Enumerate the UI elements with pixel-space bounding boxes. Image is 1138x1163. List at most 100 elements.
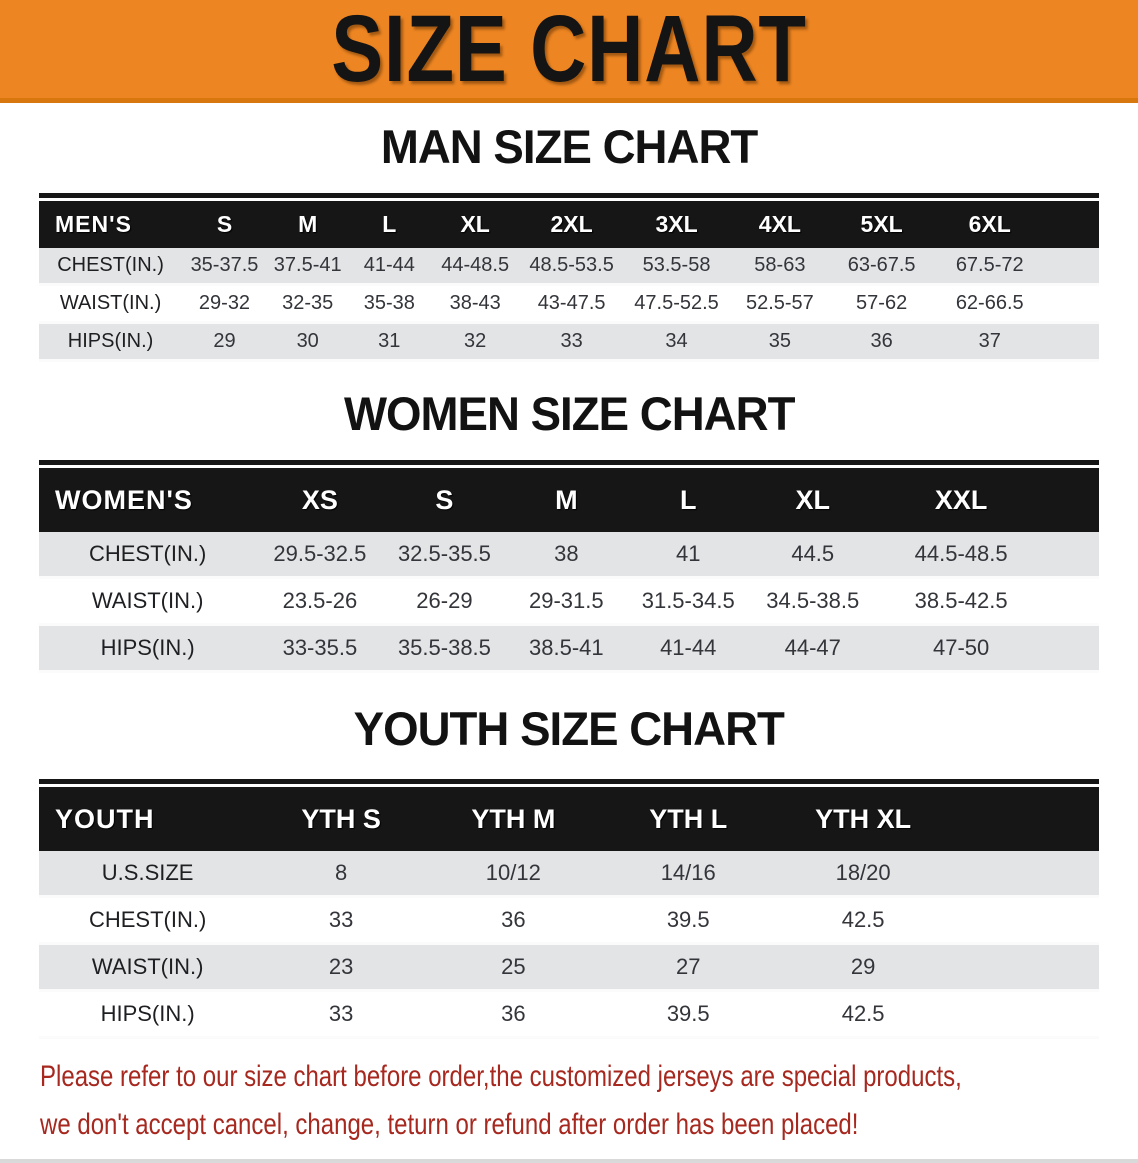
size-value-cell: 47-50 (876, 624, 1046, 673)
row-label: U.S.SIZE (39, 851, 257, 898)
size-column-header: 3XL (623, 201, 731, 248)
size-value-cell: 48.5-53.5 (520, 248, 624, 286)
size-column-header: 5XL (829, 201, 934, 248)
size-column-header: M (266, 201, 349, 248)
women-table-slot: WOMEN'S XS S M L XL XXL CHEST(IN.) 29.5-32.5 32.5… (0, 468, 1138, 673)
size-value-cell: 44.5-48.5 (876, 532, 1046, 579)
women-table-header-row: WOMEN'S XS S M L XL XXL (39, 468, 1099, 532)
row-label: WAIST(IN.) (39, 284, 183, 324)
size-value-cell: 35 (730, 322, 830, 362)
row-filler-cell (950, 943, 1099, 992)
size-value-cell: 38-43 (430, 284, 521, 324)
size-value-cell: 8 (256, 851, 426, 898)
size-value-cell: 43-47.5 (520, 284, 624, 324)
table-row: WAIST(IN.) 29-32 32-35 35-38 38-43 43-47.5 47.… (39, 284, 1099, 324)
size-value-cell: 34.5-38.5 (749, 577, 877, 626)
bottom-edge-rule (0, 1159, 1138, 1163)
women-table-top-rule (39, 460, 1099, 465)
men-table-header-row: MEN'S S M L XL 2XL 3XL 4XL 5XL 6XL (39, 201, 1099, 248)
size-value-cell: 42.5 (775, 990, 951, 1039)
row-filler-cell (1045, 624, 1099, 673)
size-value-cell: 53.5-58 (623, 248, 731, 286)
youth-section-title: YOUTH SIZE CHART (353, 702, 785, 755)
size-column-header: 6XL (933, 201, 1046, 248)
size-value-cell: 29-32 (182, 284, 267, 324)
table-row: HIPS(IN.) 33-35.5 35.5-38.5 38.5-41 41-44 44-… (39, 624, 1099, 673)
header-filler-cell (1045, 468, 1099, 532)
size-value-cell: 29.5-32.5 (256, 532, 384, 579)
table-row: WAIST(IN.) 23 25 27 29 (39, 943, 1099, 992)
size-value-cell: 33 (256, 896, 426, 945)
size-value-cell: 31.5-34.5 (627, 577, 750, 626)
size-column-header: YTH L (600, 787, 776, 851)
men-table-header-label: MEN'S (39, 201, 183, 248)
size-value-cell: 32-35 (266, 284, 349, 324)
size-chart-banner: SIZE CHART (0, 0, 1138, 103)
row-label: CHEST(IN.) (39, 896, 257, 945)
size-column-header: XL (749, 468, 877, 532)
size-value-cell: 57-62 (829, 284, 934, 324)
men-section-title: MAN SIZE CHART (380, 120, 758, 173)
size-value-cell: 41 (627, 532, 750, 579)
size-value-cell: 26-29 (383, 577, 506, 626)
size-value-cell: 29 (775, 943, 951, 992)
row-filler-cell (1045, 284, 1099, 324)
row-filler-cell (1045, 322, 1099, 362)
size-value-cell: 62-66.5 (933, 284, 1046, 324)
row-label: HIPS(IN.) (39, 624, 257, 673)
size-value-cell: 23 (256, 943, 426, 992)
size-value-cell: 44-47 (749, 624, 877, 673)
size-value-cell: 41-44 (348, 248, 431, 286)
size-value-cell: 47.5-52.5 (623, 284, 731, 324)
size-column-header: XL (430, 201, 521, 248)
size-value-cell: 29 (182, 322, 267, 362)
row-filler-cell (1045, 577, 1099, 626)
size-value-cell: 39.5 (600, 990, 776, 1039)
size-value-cell: 33-35.5 (256, 624, 384, 673)
row-label: CHEST(IN.) (39, 248, 183, 286)
size-value-cell: 67.5-72 (933, 248, 1046, 286)
size-column-header: S (383, 468, 506, 532)
size-column-header: S (182, 201, 267, 248)
size-value-cell: 36 (829, 322, 934, 362)
men-table-top-rule (39, 193, 1099, 198)
men-table-slot: MEN'S S M L XL 2XL 3XL 4XL 5XL 6XL CHEST(IN.) 35-37… (0, 201, 1138, 362)
size-value-cell: 31 (348, 322, 431, 362)
women-table-header-label: WOMEN'S (39, 468, 257, 532)
size-value-cell: 33 (256, 990, 426, 1039)
row-filler-cell (950, 896, 1099, 945)
size-value-cell: 18/20 (775, 851, 951, 898)
size-value-cell: 36 (425, 990, 601, 1039)
size-value-cell: 41-44 (627, 624, 750, 673)
table-row: CHEST(IN.) 29.5-32.5 32.5-35.5 38 41 44.5 44.5… (39, 532, 1099, 579)
size-value-cell: 38.5-41 (505, 624, 628, 673)
size-value-cell: 63-67.5 (829, 248, 934, 286)
size-column-header: XS (256, 468, 384, 532)
women-section-title: WOMEN SIZE CHART (343, 387, 795, 440)
row-label: HIPS(IN.) (39, 990, 257, 1039)
size-value-cell: 44-48.5 (430, 248, 521, 286)
size-column-header: L (348, 201, 431, 248)
youth-table-top-rule (39, 779, 1099, 784)
table-row: WAIST(IN.) 23.5-26 26-29 29-31.5 31.5-34.5 34… (39, 577, 1099, 626)
row-filler-cell (1045, 248, 1099, 286)
size-column-header: L (627, 468, 750, 532)
size-column-header: 4XL (730, 201, 830, 248)
row-label: HIPS(IN.) (39, 322, 183, 362)
table-row: CHEST(IN.) 35-37.5 37.5-41 41-44 44-48.5 48.5… (39, 248, 1099, 286)
size-value-cell: 30 (266, 322, 349, 362)
table-row: HIPS(IN.) 33 36 39.5 42.5 (39, 990, 1099, 1039)
size-value-cell: 38 (505, 532, 628, 579)
size-value-cell: 36 (425, 896, 601, 945)
header-filler-cell (950, 787, 1099, 851)
women-size-table: WOMEN'S XS S M L XL XXL CHEST(IN.) 29.5-32.5 32.5… (39, 468, 1099, 673)
size-value-cell: 35-38 (348, 284, 431, 324)
youth-table-header-row: YOUTH YTH S YTH M YTH L YTH XL (39, 787, 1099, 851)
row-filler-cell (1045, 532, 1099, 579)
row-filler-cell (950, 990, 1099, 1039)
men-size-section: MAN SIZE CHART MEN'S S M L XL 2XL 3XL 4XL 5XL 6XL… (0, 121, 1138, 362)
size-value-cell: 29-31.5 (505, 577, 628, 626)
size-value-cell: 23.5-26 (256, 577, 384, 626)
size-value-cell: 34 (623, 322, 731, 362)
